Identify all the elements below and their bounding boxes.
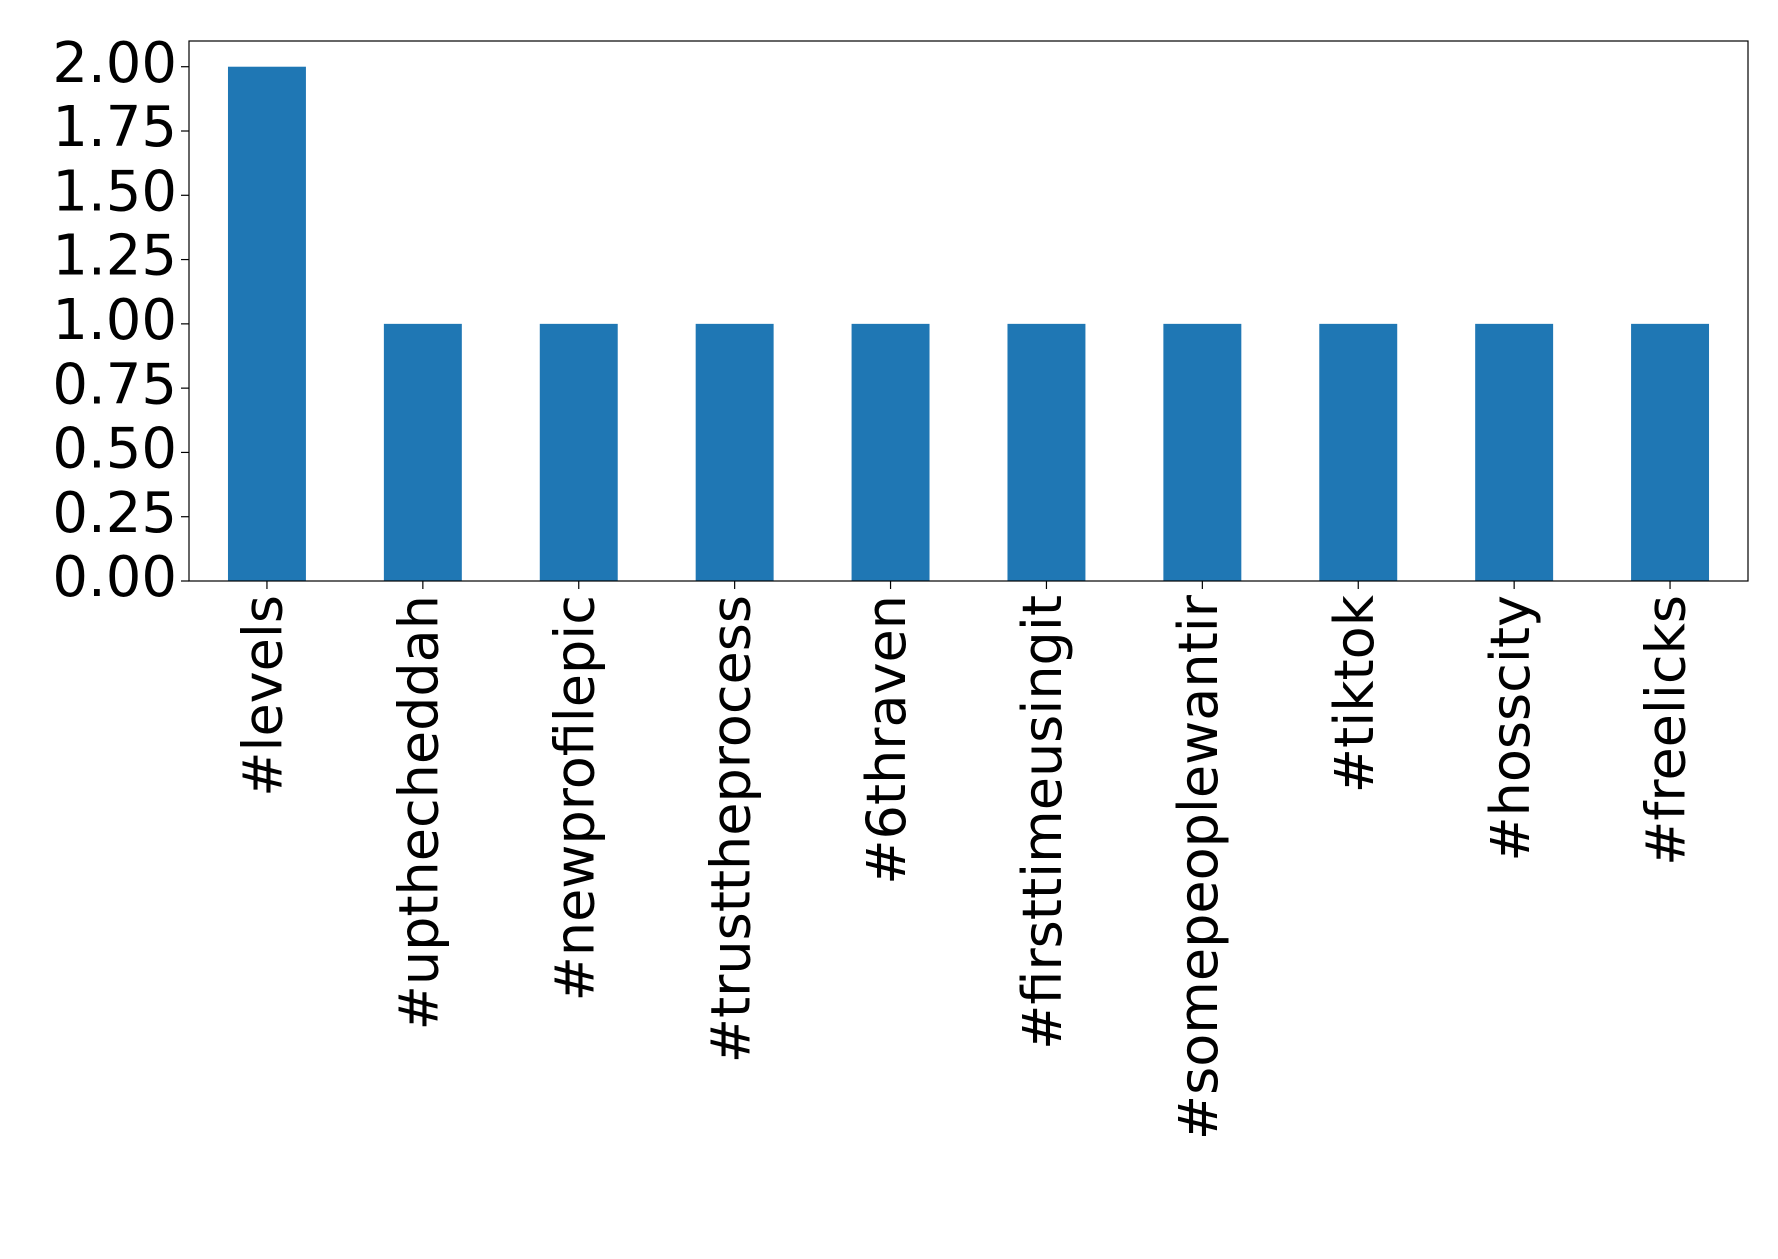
x-tick-label: #levels	[232, 595, 295, 797]
y-tick-label: 0.75	[52, 352, 177, 417]
x-tick-label: #upthecheddah	[387, 595, 450, 1030]
bar	[1007, 323, 1086, 581]
y-tick-label: 0.25	[52, 481, 177, 546]
bar	[539, 323, 618, 581]
x-tick-label: #6thraven	[855, 595, 918, 885]
y-tick-label: 1.50	[52, 159, 177, 224]
x-tick-label: #freelicks	[1635, 595, 1698, 866]
x-tick-label: #tiktok	[1323, 594, 1386, 793]
bar	[1631, 323, 1710, 581]
y-tick-label: 1.75	[52, 95, 177, 160]
bar	[383, 323, 462, 581]
y-tick-label: 0.00	[52, 545, 177, 610]
x-tick-label: #trusttheprocess	[699, 595, 762, 1063]
y-tick-label: 1.00	[52, 288, 177, 353]
x-tick-label: #hosscity	[1479, 595, 1542, 862]
y-tick-label: 0.50	[52, 417, 177, 482]
x-tick-label: #somepeoplewantir	[1167, 594, 1230, 1140]
bar	[695, 323, 774, 581]
bar	[851, 323, 930, 581]
bar	[1163, 323, 1242, 581]
y-tick-label: 1.25	[52, 224, 177, 289]
x-tick-label: #firsttimeusingit	[1011, 595, 1074, 1050]
plot-frame	[188, 40, 1749, 582]
x-tick-label: #newprofilepic	[543, 595, 606, 1001]
bar	[227, 66, 306, 581]
bar	[1475, 323, 1554, 581]
bar	[1319, 323, 1398, 581]
y-tick-label: 2.00	[52, 31, 177, 96]
